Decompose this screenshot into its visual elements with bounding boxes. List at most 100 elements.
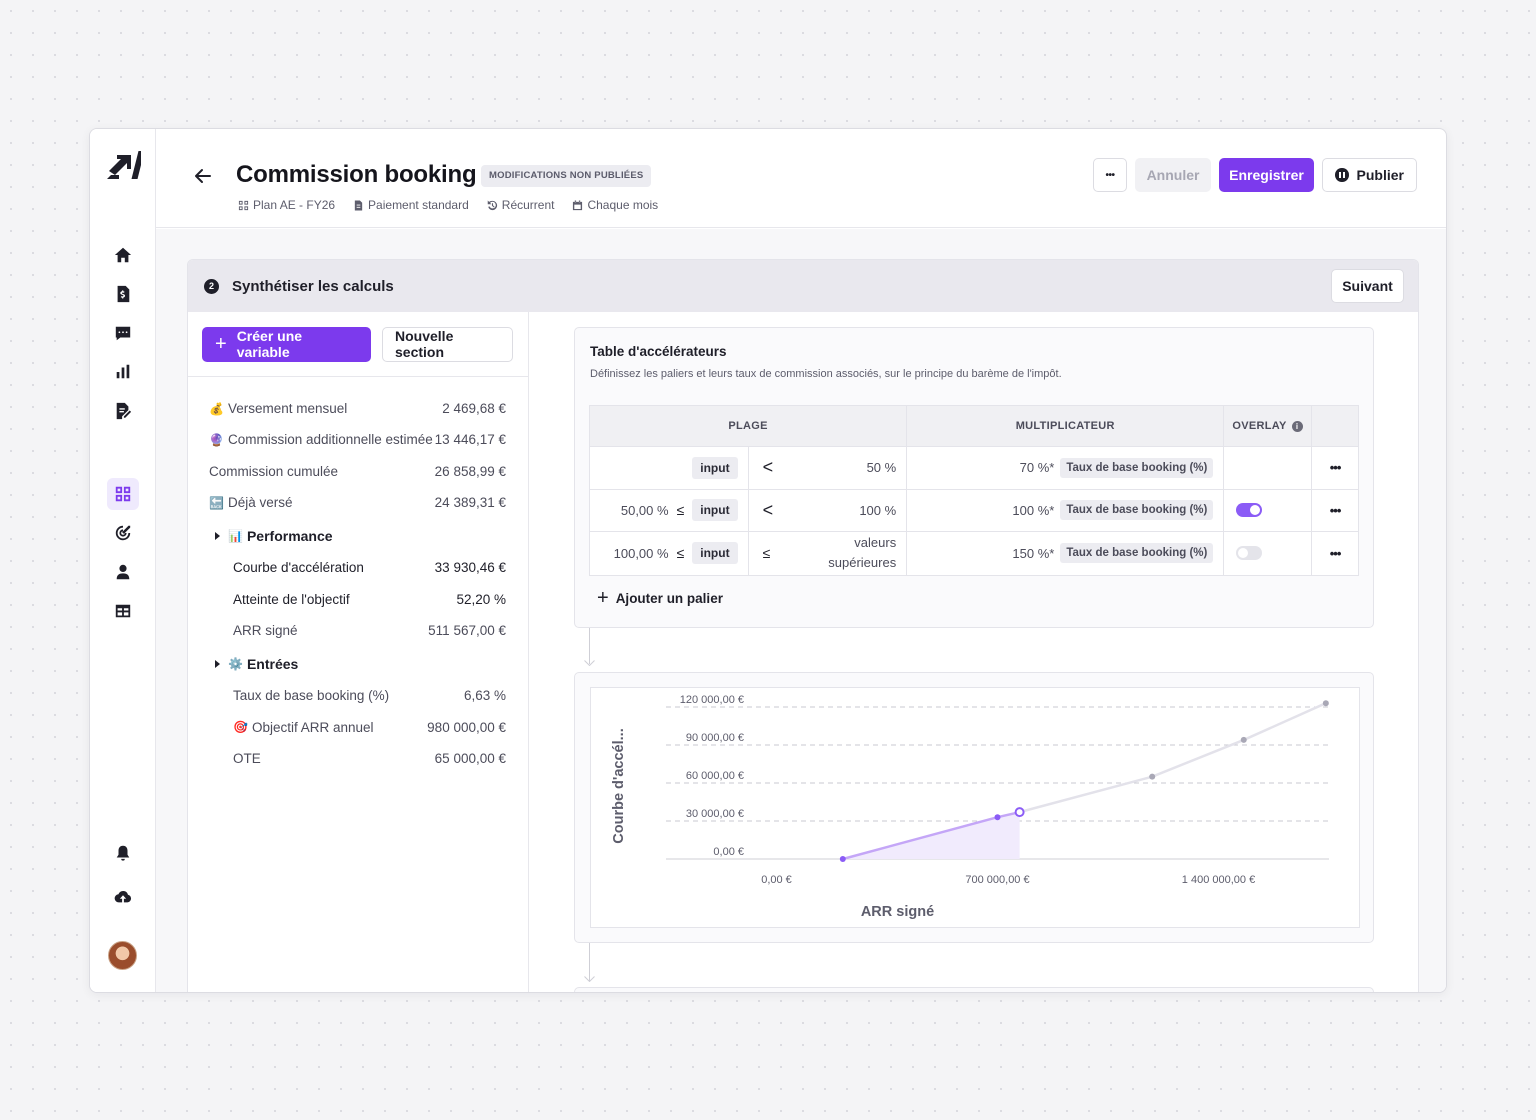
multiplier-value[interactable]: 100 %*: [1012, 502, 1055, 518]
multiplier-value[interactable]: 70 %*: [1019, 460, 1055, 476]
info-icon[interactable]: i: [1291, 420, 1303, 432]
panel-actions: + Créer une variable Nouvelle section: [188, 312, 528, 377]
section-row[interactable]: 📊 Performance: [188, 520, 528, 552]
row-menu-button[interactable]: •••: [1329, 502, 1342, 518]
tier-row: 100,00 % ≤ input ≤ valeurs supérieures 150 %*…: [590, 532, 1358, 575]
caret-right-icon[interactable]: [215, 660, 220, 669]
caret-right-icon[interactable]: [215, 532, 220, 541]
range-upper-cell: <100 %: [749, 489, 908, 531]
save-button[interactable]: Enregistrer: [1219, 158, 1314, 192]
accelerator-table-card: Table d'accélérateurs Définissez les pal…: [574, 327, 1374, 628]
variable-row[interactable]: Courbe d'accélération 33 930,46 €: [188, 552, 528, 583]
invoice-dollar-icon[interactable]: [107, 278, 139, 310]
variable-row[interactable]: Commission cumulée 26 858,99 €: [188, 456, 528, 487]
variable-label: Commission cumulée: [209, 464, 338, 479]
variable-row[interactable]: 🔮 Commission additionnelle estimée 13 446,…: [188, 424, 528, 455]
acceleration-chart: 0,00 € 30 000,00 € 60 000,00 € 90 000,00 € 1…: [590, 687, 1360, 928]
upper-bound-value[interactable]: valeurs supérieures: [828, 535, 897, 571]
file-edit-icon[interactable]: [107, 395, 139, 427]
data-point: [839, 856, 846, 862]
y-tick-label: 120 000,00 €: [680, 694, 744, 706]
input-chip[interactable]: input: [692, 542, 738, 565]
row-menu-button[interactable]: •••: [1329, 545, 1342, 561]
variable-row[interactable]: 🔙 Déjà versé 24 389,31 €: [188, 487, 528, 518]
main-content: 2 Synthétiser les calculs Suivant + Crée…: [156, 229, 1446, 992]
multiplier-value[interactable]: 150 %*: [1012, 545, 1055, 561]
variable-value: 511 567,00 €: [428, 622, 506, 638]
upper-bound-value[interactable]: 50 %: [866, 460, 897, 476]
variable-chip[interactable]: Taux de base booking (%): [1060, 500, 1214, 521]
table-icon[interactable]: [107, 595, 139, 627]
input-chip[interactable]: input: [692, 456, 738, 479]
chart-svg: 0,00 € 30 000,00 € 60 000,00 € 90 000,00 € 1…: [611, 694, 1329, 920]
new-section-button[interactable]: Nouvelle section: [382, 326, 513, 362]
row-menu-button[interactable]: •••: [1329, 460, 1342, 476]
variable-row[interactable]: 💰 Versement mensuel 2 469,68 €: [188, 393, 528, 424]
pause-circle-icon: [1335, 168, 1349, 182]
variable-name: Versement mensuel: [227, 401, 348, 417]
variable-emoji-icon: 🎯: [233, 720, 248, 735]
cloud-upload-icon[interactable]: [107, 881, 139, 913]
column-header-actions: [1312, 406, 1358, 446]
variables-panel: + Créer une variable Nouvelle section 💰 V…: [188, 312, 529, 992]
variable-row[interactable]: ARR signé 511 567,00 €: [188, 615, 528, 646]
section-label: Entrées: [246, 656, 299, 673]
bell-icon[interactable]: [107, 837, 139, 869]
bar-chart-icon[interactable]: [107, 356, 139, 388]
multiplier-cell: 150 %* Taux de base booking (%): [907, 532, 1225, 575]
variable-value: 65 000,00 €: [434, 750, 506, 766]
y-tick-label: 0,00 €: [713, 846, 744, 858]
input-chip[interactable]: input: [692, 499, 738, 522]
variable-name: OTE: [233, 750, 261, 766]
plus-icon: +: [597, 587, 609, 609]
lower-operator: ≤: [676, 545, 685, 562]
history-icon: [487, 200, 497, 210]
chat-icon[interactable]: [107, 317, 139, 349]
variable-row[interactable]: Taux de base booking (%) 6,63 %: [188, 680, 528, 711]
overlay-cell: [1224, 532, 1313, 575]
row-actions-cell: •••: [1312, 490, 1358, 532]
user-icon[interactable]: [107, 556, 139, 588]
overlay-toggle[interactable]: [1236, 503, 1263, 518]
column-header-range: PLAGE: [590, 406, 908, 446]
y-tick-label: 90 000,00 €: [686, 732, 744, 744]
y-tick-label: 30 000,00 €: [686, 808, 744, 820]
variable-row[interactable]: 🎯 Objectif ARR annuel 980 000,00 €: [188, 711, 528, 742]
variable-value: 26 858,99 €: [434, 463, 506, 479]
series-line-inactive: [1019, 702, 1327, 814]
section-emoji-icon: ⚙️: [228, 657, 243, 672]
home-icon[interactable]: [107, 239, 139, 271]
app-logo[interactable]: [105, 149, 141, 181]
variable-value: 33 930,46 €: [434, 560, 506, 576]
more-options-button[interactable]: •••: [1093, 158, 1127, 192]
upper-bound-value[interactable]: 100 %: [859, 502, 897, 518]
unpublished-badge: MODIFICATIONS NON PUBLIÉES: [481, 165, 652, 187]
variable-name: Objectif ARR annuel: [251, 719, 374, 735]
section-row[interactable]: ⚙️ Entrées: [188, 648, 528, 680]
section-emoji-icon: 📊: [228, 529, 243, 544]
target-icon[interactable]: [107, 517, 139, 549]
variable-list: 💰 Versement mensuel 2 469,68 € 🔮 Commission …: [188, 377, 528, 774]
back-arrow-icon[interactable]: [192, 165, 214, 187]
meta-frequency: Chaque mois: [572, 198, 658, 212]
variable-name: Taux de base booking (%): [233, 688, 390, 704]
variable-row[interactable]: OTE 65 000,00 €: [188, 743, 528, 774]
table-header: PLAGE MULTIPLICATEUR OVERLAY i: [590, 406, 1358, 447]
x-tick-label: 0,00 €: [761, 874, 792, 886]
upper-operator: <: [762, 457, 774, 478]
variable-value: 52,20 %: [456, 591, 506, 607]
overlay-toggle[interactable]: [1236, 546, 1263, 561]
dashboard-grid-icon[interactable]: [107, 478, 139, 510]
create-variable-button[interactable]: + Créer une variable: [202, 326, 371, 362]
variable-row[interactable]: Atteinte de l'objectif 52,20 %: [188, 583, 528, 614]
variable-chip[interactable]: Taux de base booking (%): [1060, 543, 1214, 564]
overlay-cell: [1224, 447, 1313, 489]
variable-chip[interactable]: Taux de base booking (%): [1060, 457, 1214, 478]
publish-button[interactable]: Publier: [1322, 158, 1417, 192]
avatar[interactable]: [108, 941, 137, 970]
next-button[interactable]: Suivant: [1331, 269, 1404, 303]
cancel-button[interactable]: Annuler: [1135, 158, 1211, 192]
lower-operator: ≤: [676, 502, 685, 519]
variable-label: Courbe d'accélération: [233, 560, 364, 575]
add-tier-button[interactable]: + Ajouter un palier: [597, 587, 723, 609]
